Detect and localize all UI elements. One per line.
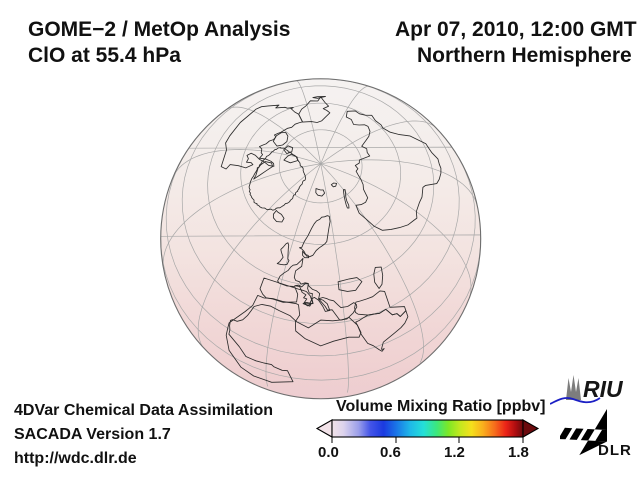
svg-text:RIU: RIU [583, 376, 624, 402]
